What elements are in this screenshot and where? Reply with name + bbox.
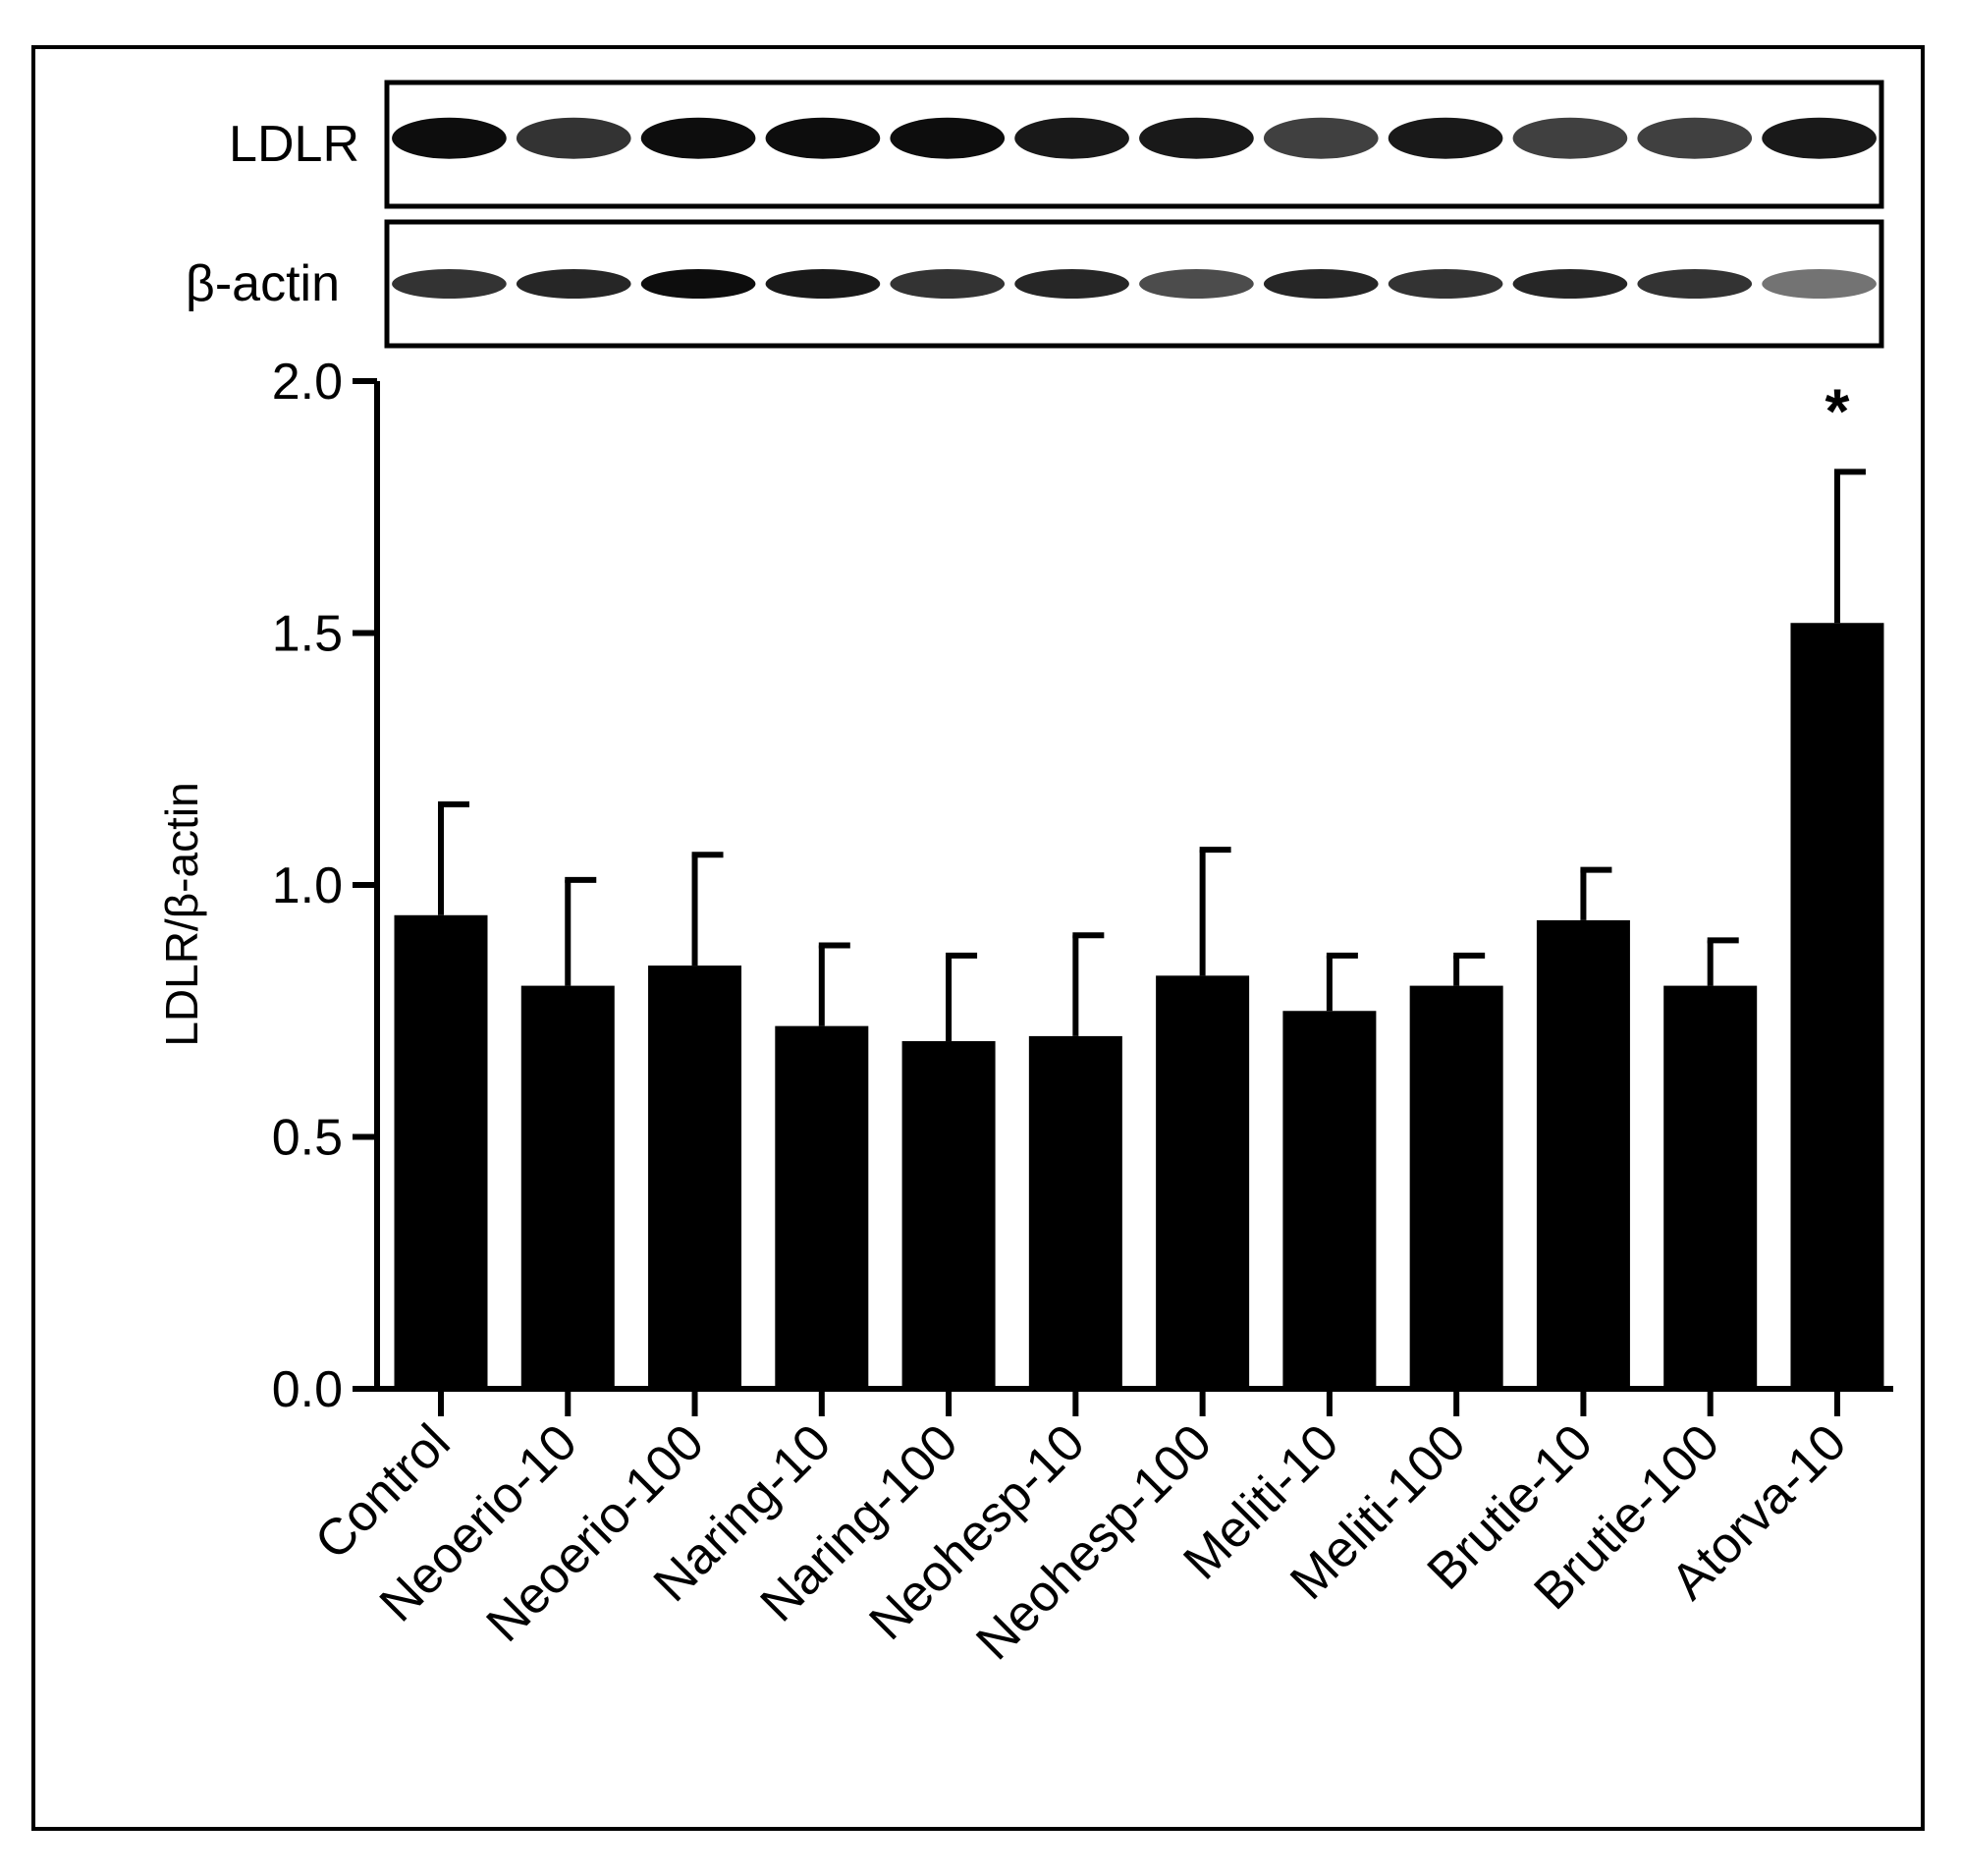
bar [1663, 985, 1758, 1389]
chart-axes: 0.0 0.5 1.0 1.5 2.0 [272, 354, 1893, 1418]
bar [1409, 985, 1503, 1389]
blot-band [516, 117, 631, 159]
blot-band [1139, 269, 1254, 299]
blot-band [1139, 117, 1254, 159]
blot-band [1014, 269, 1129, 299]
bar [520, 985, 615, 1389]
blot-band [1637, 269, 1753, 299]
bar [901, 1041, 996, 1389]
bar [394, 914, 488, 1389]
blot-band [765, 117, 881, 159]
y-tick-label: 0.5 [272, 1110, 343, 1167]
blot-band [1388, 269, 1503, 299]
blot-band [640, 269, 756, 299]
bar [1156, 975, 1250, 1389]
bar [775, 1025, 869, 1389]
bar [1536, 919, 1630, 1389]
bar [1790, 623, 1884, 1389]
blot-band [1263, 117, 1379, 159]
blot-band [1512, 117, 1628, 159]
bars: * [394, 375, 1884, 1389]
blot-panel-ldlr [384, 80, 1884, 209]
blot-band [765, 269, 881, 299]
western-blot: LDLR β-actin [186, 80, 1884, 349]
blot-panel-beta-actin [384, 219, 1884, 349]
blot-label-ldlr: LDLR [229, 116, 359, 173]
bar [648, 966, 742, 1389]
figure-frame: LDLR β-actin 0.0 0.5 1.0 1.5 2.0 * Control Neo… [31, 45, 1925, 1831]
y-axis-label: LDLR/β-actin [156, 782, 207, 1046]
chart-area: LDLR β-actin 0.0 0.5 1.0 1.5 2.0 * ControlNeo… [156, 80, 1893, 1671]
blot-band [890, 117, 1006, 159]
blot-label-beta-actin: β-actin [186, 255, 340, 312]
blot-band [1014, 117, 1129, 159]
y-tick-label: 2.0 [272, 354, 343, 411]
blot-band [1512, 269, 1628, 299]
blot-band [1762, 269, 1877, 299]
blot-band [1637, 117, 1753, 159]
blot-band [1762, 117, 1877, 159]
blot-band [392, 117, 507, 159]
significance-asterisk: * [1825, 375, 1850, 446]
blot-band [392, 269, 507, 299]
bar [1282, 1011, 1377, 1389]
blot-band [890, 269, 1006, 299]
x-tick-labels: ControlNeoerio-10Neoerio-100Naring-10Nar… [304, 1413, 1858, 1671]
bar [1028, 1035, 1122, 1389]
blot-band [516, 269, 631, 299]
y-tick-label: 1.0 [272, 857, 343, 914]
blot-band [640, 117, 756, 159]
y-tick-label: 0.0 [272, 1361, 343, 1418]
blot-band [1263, 269, 1379, 299]
y-tick-label: 1.5 [272, 606, 343, 663]
blot-band [1388, 117, 1503, 159]
